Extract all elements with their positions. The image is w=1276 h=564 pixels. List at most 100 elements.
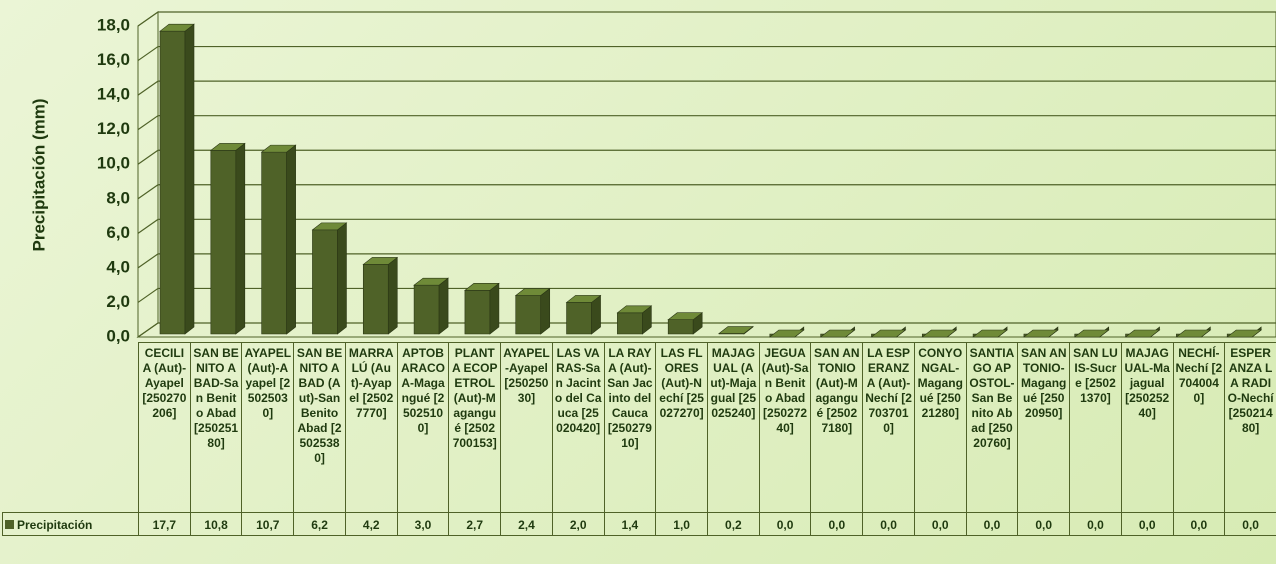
bar-side xyxy=(387,256,398,335)
bar xyxy=(1073,326,1110,338)
grid-line xyxy=(137,11,1276,27)
x-tick-label: SANTIAGO APOSTOL-San Benito Abad [250207… xyxy=(965,342,1019,513)
bar xyxy=(1226,326,1263,338)
data-label: 0,0 xyxy=(1172,512,1226,536)
bar-top xyxy=(1226,329,1263,338)
grid-line xyxy=(137,287,1276,303)
bar xyxy=(159,23,195,335)
y-tick-label: 16,0 xyxy=(97,50,130,69)
bar-front xyxy=(515,295,542,335)
x-tick-label: MAJAGUAL-Majagual [25025240] xyxy=(1120,342,1174,513)
bar xyxy=(616,305,653,335)
x-tick-label: CONYONGAL-Magangué [25021280] xyxy=(913,342,967,513)
bar-top xyxy=(718,326,754,334)
bar xyxy=(870,326,907,338)
data-label: 4,2 xyxy=(344,512,398,536)
x-tick-label: SAN ANTONIO-Magangué [25020950] xyxy=(1017,342,1071,513)
data-label: 0,0 xyxy=(758,512,812,536)
x-tick-label: CECILIA (Aut)-Ayapel [250270206] xyxy=(138,342,191,513)
bar-side xyxy=(184,23,195,335)
x-tick-label: LAS FLORES (Aut)-Nechí [25027270] xyxy=(655,342,708,513)
bar-top xyxy=(1073,329,1110,338)
bar xyxy=(209,142,246,335)
data-label: 0,0 xyxy=(913,512,967,536)
bar-top xyxy=(514,288,551,296)
data-label: 1,4 xyxy=(603,512,657,536)
bar-front xyxy=(210,150,237,335)
x-tick-label: ESPERANZA LA RADIO-Nechí [25021480] xyxy=(1224,342,1276,513)
bar-top xyxy=(972,329,1008,338)
grid-line xyxy=(137,184,1276,200)
x-tick-label: APTOBARACOA-Magangué [25025100] xyxy=(396,342,450,513)
x-tick-label: SAN ANTONIO (Aut)-Magangué [25027180] xyxy=(810,342,864,513)
y-tick-label: 0,0 xyxy=(106,326,130,345)
bar-top xyxy=(1124,329,1161,338)
data-label: 3,0 xyxy=(396,512,450,536)
bar-top xyxy=(159,23,195,32)
data-label: 2,7 xyxy=(448,512,502,536)
bar xyxy=(413,277,449,335)
bar-side xyxy=(489,282,500,335)
bar-side xyxy=(438,277,449,335)
bar-front xyxy=(261,151,287,335)
bar-side xyxy=(286,144,296,335)
grid-line xyxy=(137,218,1276,234)
bar xyxy=(667,312,704,335)
bar-front xyxy=(362,264,389,335)
x-tick-label: SAN BENITO ABAD (Aut)-San Benito Abad [2… xyxy=(293,342,346,513)
bar xyxy=(921,326,958,338)
bar-side xyxy=(235,142,246,335)
data-label: 1,0 xyxy=(655,512,708,536)
bar-front xyxy=(566,302,592,335)
data-label: 0,0 xyxy=(1069,512,1122,536)
grid-line xyxy=(137,253,1276,269)
bar-top xyxy=(1175,329,1212,338)
y-tick-label: 4,0 xyxy=(106,257,130,276)
bar xyxy=(1124,326,1161,338)
legend-label: Precipitación xyxy=(17,518,93,532)
bar-top xyxy=(921,329,958,338)
legend-entry: Precipitación xyxy=(2,512,139,536)
bar xyxy=(1023,326,1059,338)
data-label: 2,0 xyxy=(551,512,605,536)
bar-top xyxy=(1023,329,1059,338)
bar xyxy=(464,282,500,335)
bar xyxy=(1175,326,1212,338)
y-tick-label: 12,0 xyxy=(97,119,130,138)
data-label: 0,2 xyxy=(707,512,760,536)
bar xyxy=(819,326,856,338)
bar-top xyxy=(413,277,449,286)
bar-front xyxy=(413,284,440,335)
data-label: 10,7 xyxy=(241,512,295,536)
grid-line xyxy=(137,115,1276,131)
bar xyxy=(718,325,754,335)
bar-front xyxy=(159,30,186,335)
grid-line xyxy=(137,322,1276,338)
data-label: 0,0 xyxy=(1120,512,1174,536)
data-label: 0,0 xyxy=(1224,512,1276,536)
data-label: 0,0 xyxy=(862,512,915,536)
bar xyxy=(565,294,602,335)
data-label: 0,0 xyxy=(965,512,1019,536)
bar-top xyxy=(768,329,805,338)
legend-swatch xyxy=(5,520,14,529)
y-tick-label: 18,0 xyxy=(97,15,130,34)
data-label: 0,0 xyxy=(1017,512,1071,536)
bar-top xyxy=(260,144,297,153)
bar-front xyxy=(617,312,643,335)
grid-line xyxy=(137,45,1276,62)
bar-top xyxy=(616,305,653,314)
bar-front xyxy=(312,229,338,335)
data-label: 0,0 xyxy=(810,512,864,536)
data-label: 6,2 xyxy=(293,512,346,536)
data-label: 10,8 xyxy=(189,512,243,536)
y-tick-label: 6,0 xyxy=(106,223,130,242)
bar-front xyxy=(667,319,694,335)
x-tick-label: SAN LUIS-Sucre [25021370] xyxy=(1069,342,1122,513)
data-label: 2,4 xyxy=(500,512,553,536)
y-tick-label: 2,0 xyxy=(106,292,130,311)
grid-line xyxy=(137,149,1276,165)
y-axis-label: Precipitación (mm) xyxy=(29,98,48,251)
